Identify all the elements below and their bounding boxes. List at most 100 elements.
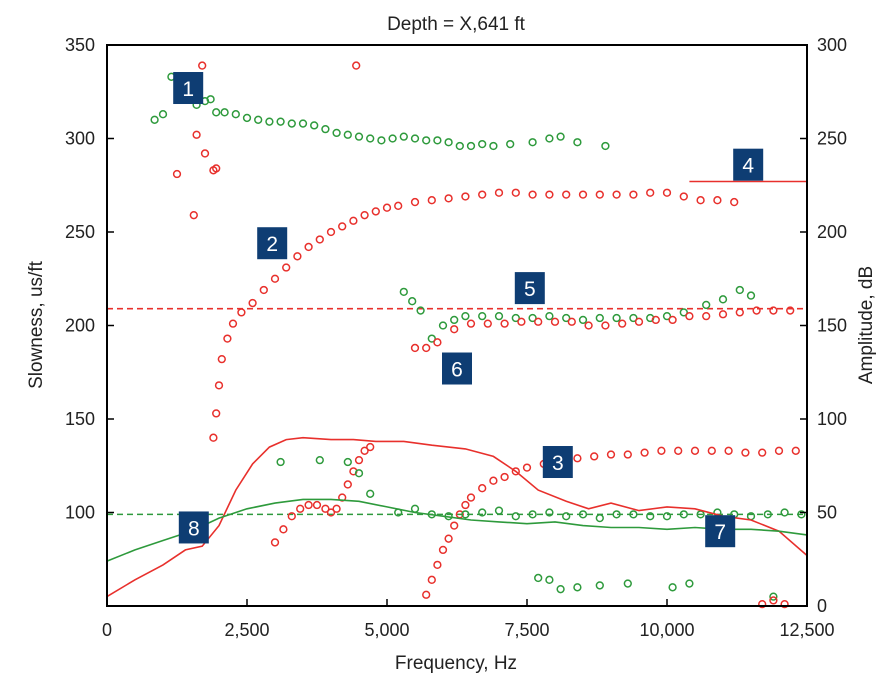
y2-tick-label: 0 <box>817 596 827 616</box>
annotation-label: 5 <box>524 278 536 301</box>
data-point <box>674 446 683 455</box>
data-point <box>212 409 221 418</box>
data-point <box>606 450 616 459</box>
annotation-badge <box>733 148 764 181</box>
y-axis-title: Slowness, us/ft <box>26 260 47 388</box>
data-point <box>198 61 207 70</box>
badge-layer: 1 2 3 4 5 6 7 8 <box>173 72 764 548</box>
data-point <box>489 141 498 151</box>
data-point <box>276 117 285 126</box>
data-point <box>735 285 744 295</box>
data-point <box>209 433 218 442</box>
data-point <box>774 446 784 455</box>
data-point <box>212 164 221 173</box>
data-point <box>192 130 201 139</box>
data-point <box>343 480 352 489</box>
data-point <box>494 188 504 197</box>
data-point <box>545 575 554 584</box>
data-point <box>427 334 436 343</box>
data-point <box>567 317 576 326</box>
data-point <box>612 313 621 323</box>
data-point <box>707 446 716 455</box>
data-point <box>634 317 644 326</box>
y2-tick-label: 250 <box>817 129 847 149</box>
data-point <box>242 113 252 123</box>
data-point <box>461 192 470 201</box>
data-point <box>231 110 240 119</box>
data-point <box>629 313 638 323</box>
data-point <box>702 300 711 310</box>
data-point <box>270 274 280 283</box>
data-point <box>338 222 347 231</box>
y-tick-label: 250 <box>65 222 95 242</box>
data-point <box>371 207 380 216</box>
data-point <box>326 227 336 237</box>
data-point <box>298 119 308 128</box>
data-point <box>758 448 767 457</box>
annotation-badge <box>173 72 204 105</box>
data-point <box>545 190 554 199</box>
data-point <box>657 446 666 455</box>
data-point <box>511 313 520 323</box>
data-point <box>573 583 582 592</box>
data-point <box>584 321 593 330</box>
y2-tick-label: 150 <box>817 316 847 336</box>
data-point <box>360 211 369 220</box>
data-point <box>410 134 420 143</box>
annotation-label: 6 <box>451 359 463 382</box>
data-point <box>366 134 375 143</box>
data-point <box>696 196 705 205</box>
data-point <box>735 308 744 317</box>
data-point <box>662 188 672 197</box>
data-point <box>483 319 492 328</box>
y-tick-label: 200 <box>65 316 95 336</box>
data-point <box>562 313 571 323</box>
data-point <box>528 138 537 147</box>
data-point <box>382 203 392 212</box>
data-point <box>573 454 582 463</box>
data-point <box>780 508 789 517</box>
annotation-label: 2 <box>266 233 278 256</box>
data-point <box>444 534 453 543</box>
data-point <box>612 190 621 199</box>
data-point <box>612 510 621 519</box>
data-point <box>668 315 677 325</box>
data-point <box>399 287 408 296</box>
data-point <box>578 510 588 519</box>
data-point <box>763 510 772 519</box>
x-tick-label: 5,000 <box>364 620 409 640</box>
annotation-label: 8 <box>188 517 200 540</box>
data-point <box>248 298 257 308</box>
annotation-label: 7 <box>714 521 726 544</box>
data-point <box>287 512 296 521</box>
data-point <box>746 291 756 300</box>
data-point <box>422 343 431 353</box>
data-point <box>223 334 232 343</box>
data-point <box>718 295 728 304</box>
annotation-badge <box>257 227 288 260</box>
data-point <box>315 455 324 465</box>
data-point <box>427 196 436 205</box>
data-point <box>534 317 543 326</box>
data-point <box>690 446 700 455</box>
x-tick-label: 10,000 <box>639 620 694 640</box>
data-point <box>640 448 649 457</box>
data-point <box>158 110 168 119</box>
data-point <box>511 467 520 476</box>
data-point <box>797 510 806 519</box>
y-tick-label: 350 <box>65 35 95 55</box>
plot-frame <box>106 44 808 607</box>
data-point <box>366 442 375 452</box>
data-point <box>438 321 448 330</box>
data-point <box>724 446 733 455</box>
data-point <box>410 343 420 353</box>
data-point <box>214 381 224 390</box>
data-point <box>685 579 694 588</box>
data-point <box>394 201 403 210</box>
data-point <box>662 312 672 321</box>
data-point <box>220 108 229 117</box>
data-point <box>522 463 532 472</box>
y-tick-label: 100 <box>65 503 95 523</box>
data-point <box>718 310 728 319</box>
